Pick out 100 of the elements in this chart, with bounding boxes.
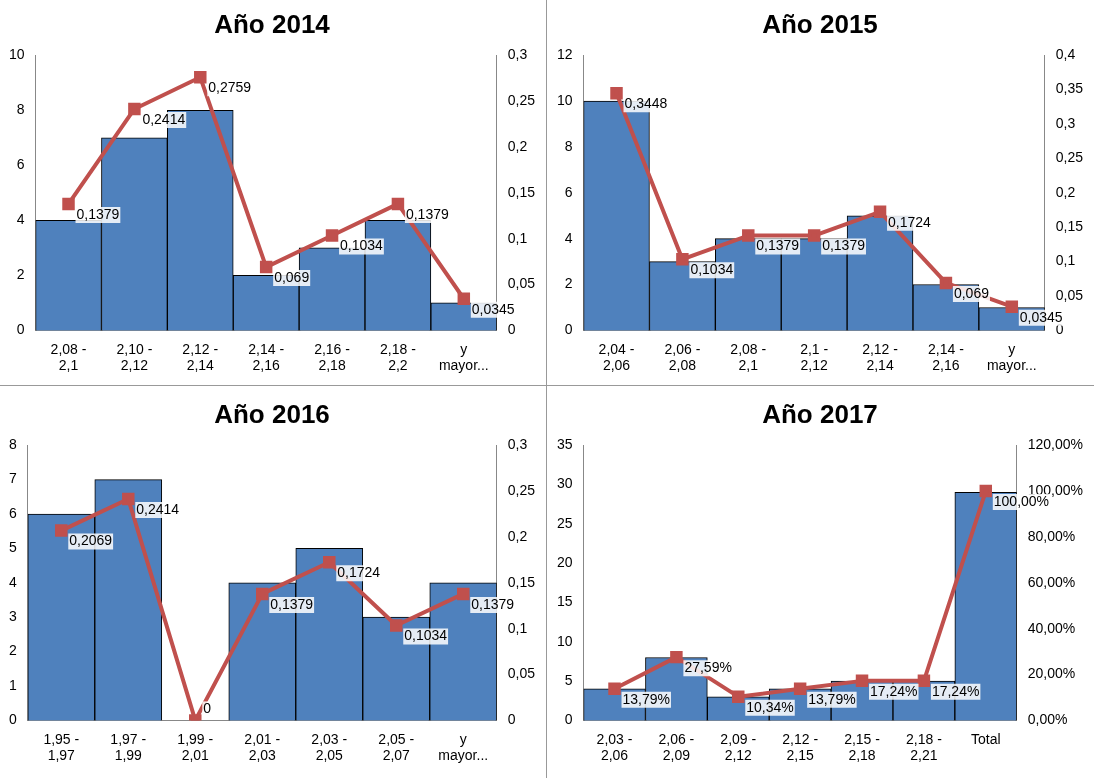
x-tick-label: 2,15 - 2,18 — [844, 730, 881, 764]
data-label: 0,2414 — [136, 500, 180, 517]
data-label: 0,1379 — [822, 237, 866, 254]
data-label: 0 — [203, 700, 212, 717]
data-label: 0,1379 — [405, 205, 449, 222]
y-tick-label: 4 — [564, 229, 573, 246]
x-tick-label: 2,06 - 2,09 — [658, 730, 695, 764]
y-tick-label: 6 — [564, 183, 573, 200]
chart-title: Año 2014 — [214, 8, 331, 39]
data-label: 0,2759 — [208, 79, 252, 96]
y-tick-label: 8 — [564, 137, 573, 154]
x-tick-label: y mayor... — [986, 340, 1037, 374]
x-tick-label: 2,18 - 2,2 — [380, 340, 417, 374]
y2-tick-label: 0,15 — [507, 573, 536, 590]
point — [259, 260, 273, 274]
y2-tick-label: 0,4 — [1055, 46, 1076, 63]
y-tick-label: 8 — [16, 101, 25, 118]
x-tick-label: 2,18 - 2,21 — [906, 730, 943, 764]
point — [194, 71, 207, 84]
y2-tick-label: 0,2 — [507, 527, 528, 544]
data-label: 0,1724 — [888, 213, 932, 230]
y-tick-label: 2 — [16, 266, 25, 283]
point — [610, 86, 623, 100]
x-tick-label: 2,05 - 2,07 — [378, 730, 415, 764]
y2-tick-label: 40,00% — [1027, 619, 1076, 636]
y-tick-label: 4 — [16, 211, 25, 228]
y-tick-label: 0 — [564, 711, 573, 728]
point — [608, 682, 621, 696]
data-label: 17,24% — [931, 682, 980, 699]
data-label: 0,1379 — [471, 595, 515, 612]
y-tick-label: 0 — [564, 321, 573, 338]
data-label: 0,1034 — [340, 237, 384, 254]
point — [62, 197, 75, 211]
point — [676, 253, 689, 266]
data-label: 0,1724 — [337, 564, 381, 581]
point — [732, 690, 745, 703]
point — [55, 524, 68, 537]
y2-tick-label: 0,1 — [507, 619, 528, 636]
x-tick-label: 2,14 - 2,16 — [928, 340, 965, 374]
x-tick-label: 1,97 - 1,99 — [110, 730, 147, 764]
y-tick-label: 5 — [564, 671, 573, 688]
point — [457, 587, 470, 601]
x-tick-label: 2,16 - 2,18 — [314, 340, 351, 374]
x-tick-label: 2,1 - 2,12 — [800, 340, 829, 374]
y-tick-label: 10 — [8, 46, 25, 63]
y-tick-label: 6 — [8, 504, 17, 521]
y-tick-label: 30 — [556, 475, 573, 492]
y-tick-label: 15 — [556, 593, 573, 610]
y-tick-label: 12 — [556, 46, 573, 63]
x-tick-label: 2,03 - 2,06 — [596, 730, 633, 764]
y2-tick-label: 80,00% — [1027, 527, 1076, 544]
y-tick-label: 0 — [16, 321, 25, 338]
data-label: 0,1034 — [690, 261, 734, 278]
y2-tick-label: 0,00% — [1027, 711, 1068, 728]
data-label: 13,79% — [808, 690, 856, 707]
x-tick-label: 1,95 - 1,97 — [43, 730, 80, 764]
x-tick-label: 2,01 - 2,03 — [244, 730, 281, 764]
x-tick-label: Total — [971, 730, 1001, 747]
point — [939, 276, 953, 290]
point — [873, 205, 887, 219]
point — [670, 650, 683, 664]
y-tick-label: 20 — [556, 554, 573, 570]
data-label: 10,34% — [746, 698, 794, 715]
point — [122, 492, 135, 506]
y2-tick-label: 0,2 — [1055, 183, 1076, 200]
data-label: 0,0345 — [471, 300, 515, 317]
y2-tick-label: 0,05 — [507, 275, 536, 292]
y2-tick-label: 0,3 — [507, 436, 528, 453]
data-label: 0,1379 — [756, 237, 800, 254]
point — [979, 484, 993, 498]
x-tick-label: 2,10 - 2,12 — [116, 340, 153, 374]
x-tick-label: 2,04 - 2,06 — [598, 340, 635, 374]
y-tick-label: 1 — [8, 676, 17, 693]
point — [256, 587, 269, 601]
y-tick-label: 10 — [556, 91, 573, 108]
data-label: 0,069 — [274, 268, 310, 285]
y-tick-label: 2 — [8, 642, 17, 659]
y-tick-label: 25 — [556, 514, 573, 531]
y-tick-label: 4 — [8, 573, 17, 590]
y2-tick-label: 0,05 — [507, 665, 536, 682]
y2-tick-label: 0,2 — [507, 137, 528, 154]
x-tick-label: 2,08 - 2,1 — [730, 340, 767, 374]
chart-title: Año 2016 — [214, 398, 330, 429]
data-label: 27,59% — [684, 658, 732, 675]
x-tick-label: 2,08 - 2,1 — [50, 340, 87, 374]
x-tick-label: 2,12 - 2,15 — [782, 730, 819, 764]
point — [1005, 300, 1019, 313]
data-label: 0,0345 — [1019, 308, 1063, 325]
point — [793, 682, 807, 696]
point — [457, 292, 471, 305]
y2-tick-label: 20,00% — [1027, 665, 1076, 682]
y2-tick-label: 60,00% — [1027, 573, 1076, 590]
x-tick-label: 1,99 - 2,01 — [177, 730, 214, 764]
y2-tick-label: 0,3 — [1055, 114, 1076, 131]
x-tick-label: 2,12 - 2,14 — [182, 340, 219, 374]
y-tick-label: 35 — [556, 436, 573, 453]
chart-title: Año 2017 — [762, 398, 878, 429]
chart-title: Año 2015 — [762, 8, 878, 39]
y-tick-label: 2 — [564, 275, 573, 292]
point — [391, 197, 405, 211]
